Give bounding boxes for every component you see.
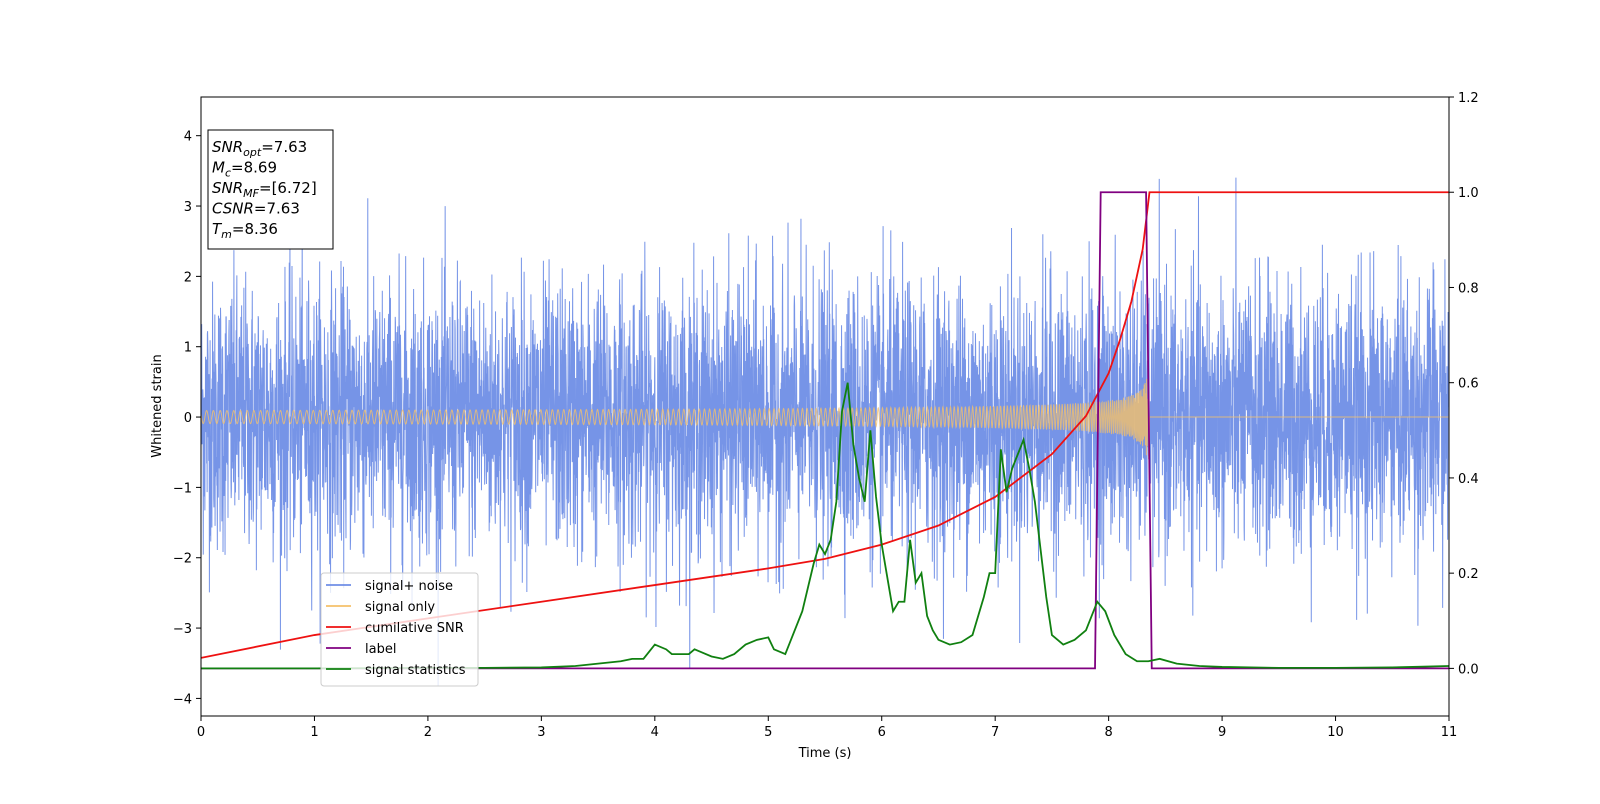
x-tick-label: 10 <box>1327 725 1344 740</box>
y-axis-label: Whitened strain <box>150 354 165 457</box>
y-tick-label: −3 <box>173 622 192 637</box>
annotation-line: SNRMF=[6.72] <box>212 179 317 200</box>
annotation-line: CSNR=7.63 <box>212 200 300 218</box>
y2-tick-label: 0.4 <box>1458 472 1479 487</box>
series-signal-statistics-line <box>201 382 1449 670</box>
y-tick-label: −1 <box>173 481 192 496</box>
y2-tick-label: 0.6 <box>1458 377 1479 392</box>
x-tick-label: 0 <box>197 725 205 740</box>
x-axis: 0 1 2 3 4 5 6 7 8 9 10 11 <box>197 716 1457 740</box>
legend-item-signal-statistics-label: signal statistics <box>365 663 466 678</box>
y-tick-label: 3 <box>184 200 192 215</box>
series-layer <box>201 177 1449 686</box>
legend-item-cumilative-snr-label: cumilative SNR <box>365 621 464 636</box>
y-axis-right: 1.2 1.0 0.8 0.6 0.4 0.2 0.0 <box>1449 91 1479 677</box>
y-tick-label: 4 <box>184 130 192 145</box>
annotation-line: Tm=8.36 <box>212 220 278 241</box>
y2-tick-label: 1.0 <box>1458 186 1479 201</box>
x-tick-label: 8 <box>1104 725 1112 740</box>
x-tick-label: 1 <box>310 725 318 740</box>
series-cumilative-snr-line <box>201 191 1449 659</box>
series-label-line <box>201 191 1449 670</box>
annotation-frame <box>207 129 334 250</box>
x-tick-label: 6 <box>878 725 886 740</box>
annotation-line: Mc=8.69 <box>212 159 277 180</box>
series-signal-noise-line <box>201 177 1449 686</box>
y-tick-label: 1 <box>184 341 192 356</box>
legend-item-label-label: label <box>365 642 396 657</box>
x-tick-label: 5 <box>764 725 772 740</box>
x-tick-label: 11 <box>1441 725 1458 740</box>
legend-frame <box>320 572 479 687</box>
x-tick-label: 2 <box>424 725 432 740</box>
legend: signal+ noise signal only cumilative SNR la… <box>320 572 479 687</box>
x-tick-label: 3 <box>537 725 545 740</box>
y-tick-label: 0 <box>184 411 192 426</box>
y2-tick-label: 1.2 <box>1458 91 1479 106</box>
x-tick-label: 9 <box>1218 725 1226 740</box>
y2-tick-label: 0.0 <box>1458 662 1479 677</box>
y-tick-label: 2 <box>184 270 192 285</box>
series-signal-only-line <box>201 378 1449 460</box>
legend-item-signal-noise-label: signal+ noise <box>365 579 453 594</box>
y2-tick-label: 0.2 <box>1458 567 1479 582</box>
annotation-line: SNRopt=7.63 <box>212 138 307 159</box>
y-axis-left: 4 3 2 1 0 −1 −2 −3 −4 <box>173 130 201 707</box>
x-axis-label: Time (s) <box>798 746 852 761</box>
y-tick-label: −4 <box>173 692 192 707</box>
plot-frame <box>200 96 1450 717</box>
y-tick-label: −2 <box>173 552 192 567</box>
x-tick-label: 7 <box>991 725 999 740</box>
legend-item-signal-only-label: signal only <box>365 600 435 615</box>
x-tick-label: 4 <box>651 725 659 740</box>
y2-tick-label: 0.8 <box>1458 281 1479 296</box>
